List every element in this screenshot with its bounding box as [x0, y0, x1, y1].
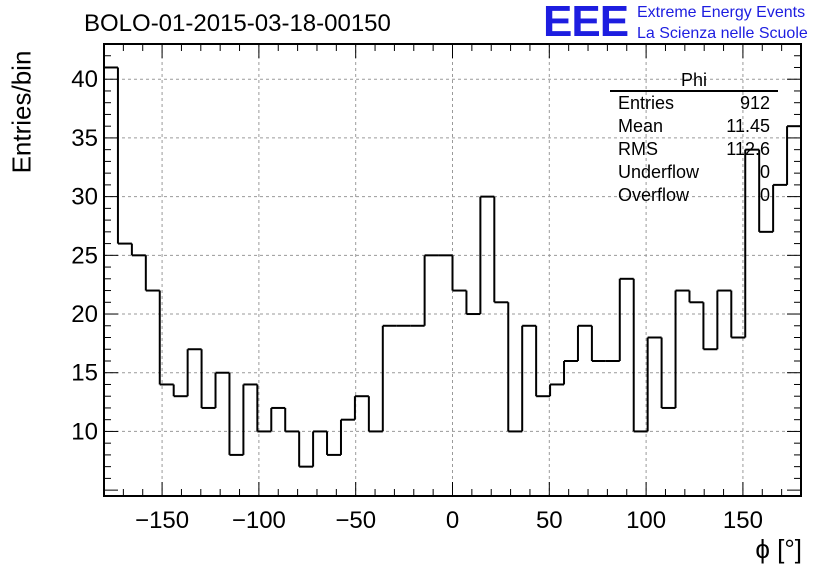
axis-ticks [104, 44, 801, 496]
stats-value: 912 [739, 93, 770, 113]
stats-row-overflow: Overflow 0 [610, 184, 778, 207]
stats-row-entries: Entries 912 [610, 92, 778, 115]
y-axis-label: Entries/bin [6, 50, 37, 174]
y-tick-label: 20 [71, 301, 98, 328]
stats-title: Phi [610, 70, 778, 92]
x-tick-label: −50 [335, 507, 376, 534]
stats-label: Overflow [618, 185, 690, 205]
x-tick-label: −150 [135, 507, 189, 534]
stats-value: 112.6 [726, 139, 770, 159]
stats-row-underflow: Underflow 0 [610, 161, 778, 184]
stats-label: Underflow [618, 162, 700, 182]
x-axis-label: ϕ [°] [755, 534, 802, 564]
y-tick-label: 35 [71, 125, 98, 152]
stats-label: Entries [618, 93, 675, 113]
y-tick-label: 40 [71, 66, 98, 93]
y-tick-labels: 10 15 20 25 30 35 40 [71, 66, 98, 445]
y-tick-label: 25 [71, 242, 98, 269]
y-tick-label: 15 [71, 360, 98, 387]
brand-name: Extreme Energy Events [637, 4, 806, 21]
stats-value: 0 [759, 162, 770, 182]
stats-value: 11.45 [726, 116, 770, 136]
x-tick-label: −100 [232, 507, 286, 534]
x-tick-label: 0 [446, 507, 459, 534]
stats-value: 0 [759, 185, 770, 205]
eee-logo: EEE [543, 0, 629, 46]
stats-label: RMS [618, 139, 658, 159]
run-title: BOLO-01-2015-03-18-00150 [84, 10, 391, 37]
y-tick-label: 10 [71, 418, 98, 445]
y-tick-label: 30 [71, 184, 98, 211]
stats-label: Mean [618, 116, 664, 136]
stats-box: Phi Entries 912 Mean 11.45 RMS 112.6 Und… [610, 70, 778, 207]
x-tick-labels: −150 −100 −50 0 50 100 150 [135, 507, 763, 534]
brand-subtitle: La Scienza nelle Scuole [637, 25, 808, 42]
stats-row-mean: Mean 11.45 [610, 115, 778, 138]
x-tick-label: 150 [723, 507, 763, 534]
x-tick-label: 50 [536, 507, 563, 534]
x-tick-label: 100 [626, 507, 666, 534]
stats-row-rms: RMS 112.6 [610, 138, 778, 161]
